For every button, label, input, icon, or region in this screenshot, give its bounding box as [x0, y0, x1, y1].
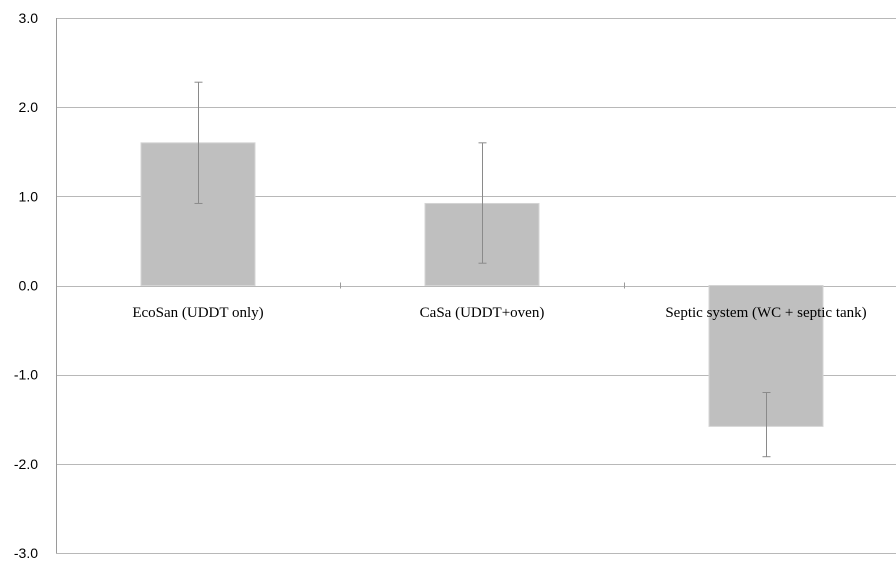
y-tick-label: 2.0: [19, 99, 39, 115]
category-label: EcoSan (UDDT only): [132, 305, 263, 321]
error-bars: [194, 81, 771, 458]
category-label: CaSa (UDDT+oven): [420, 305, 545, 321]
y-tick-label: 0.0: [19, 278, 39, 294]
y-tick-label: -3.0: [14, 545, 38, 561]
y-tick-label: 1.0: [19, 188, 39, 204]
y-tick-label: -2.0: [14, 456, 38, 472]
y-axis-ticks: 3.0 2.0 1.0 0.0 -1.0 -2.0 -3.0: [14, 10, 38, 561]
category-label: Septic system (WC + septic tank): [665, 305, 866, 321]
y-tick-label: 3.0: [19, 10, 39, 26]
category-labels: EcoSan (UDDT only) CaSa (UDDT+oven) Septic…: [132, 305, 866, 321]
y-tick-label: -1.0: [14, 367, 38, 383]
